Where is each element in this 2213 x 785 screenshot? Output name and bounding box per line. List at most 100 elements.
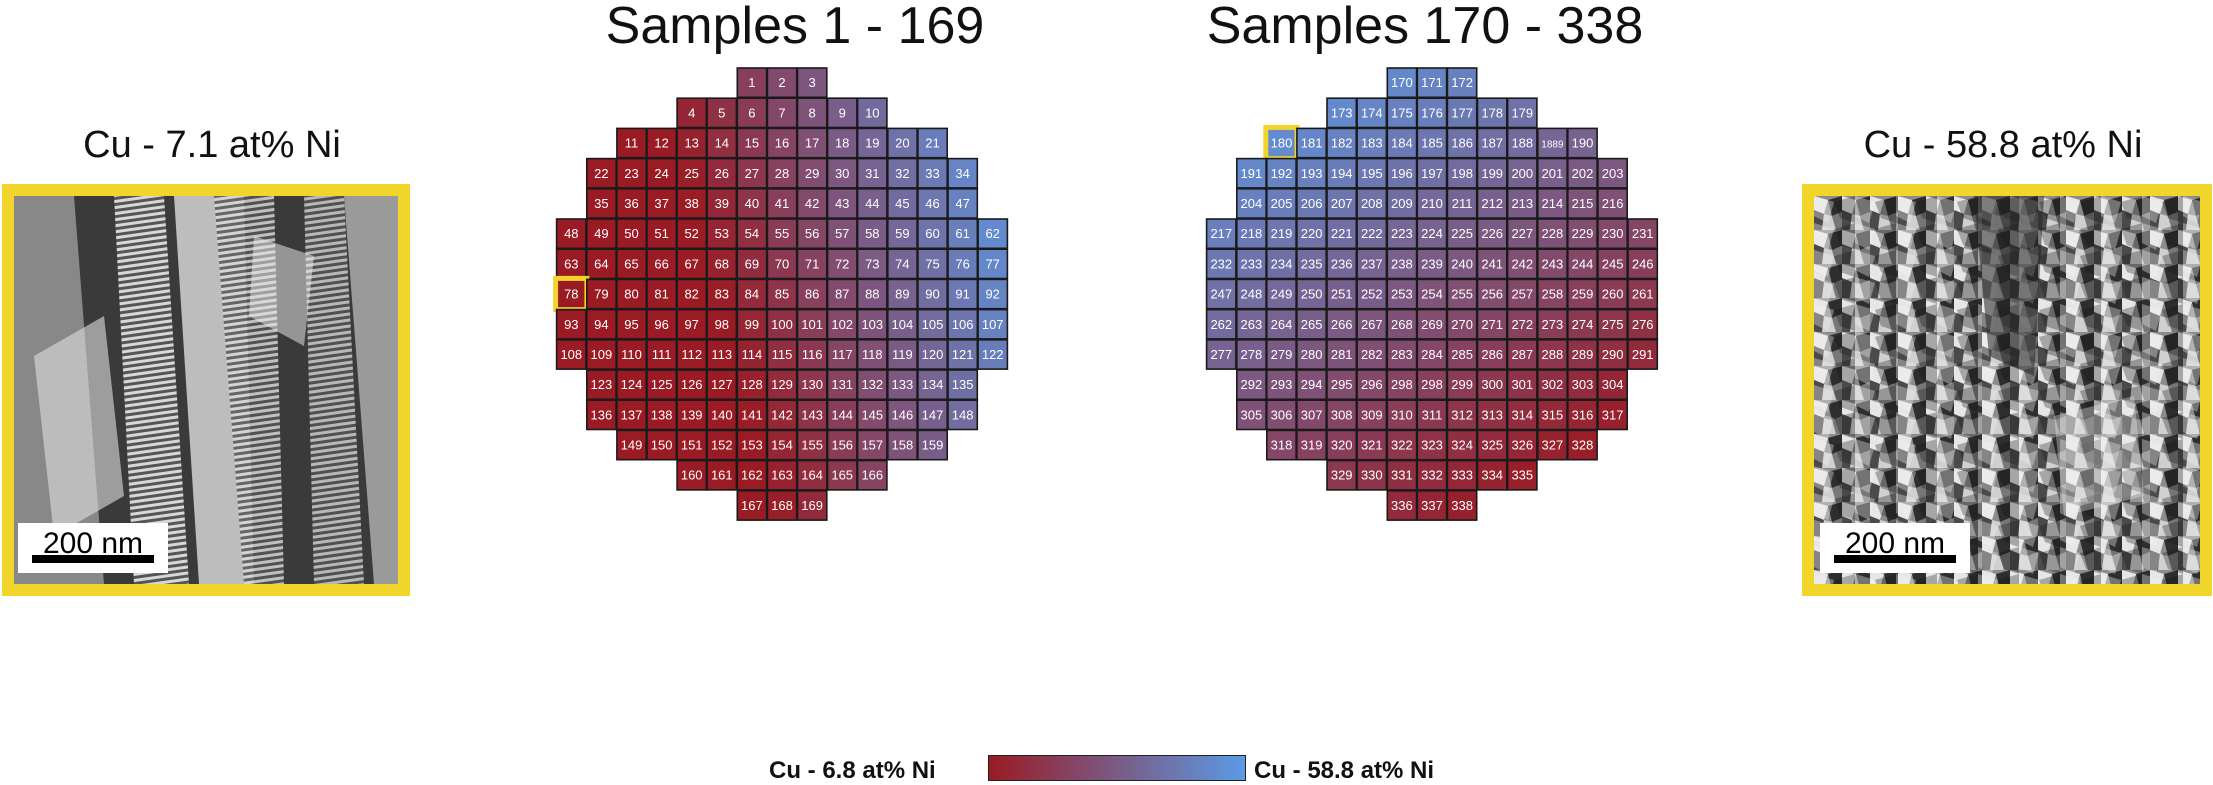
sample-square [977, 308, 1009, 340]
sample-square [1597, 399, 1629, 431]
sample-number: 251 [1331, 287, 1353, 302]
sample-square [1386, 308, 1418, 340]
sample-number: 57 [835, 226, 849, 241]
left-sample-cell: 24 [646, 157, 678, 189]
sample-number: 103 [861, 317, 883, 332]
sample-square [1356, 127, 1388, 159]
sample-number: 324 [1451, 438, 1473, 453]
sample-square [1416, 127, 1448, 159]
sample-square [766, 399, 798, 431]
right-sample-cell: 338 [1446, 489, 1478, 521]
right-sample-cell: 234 [1266, 248, 1297, 280]
right-sample-cell: 279 [1266, 338, 1297, 370]
left-sample-cell: 103 [856, 308, 888, 340]
sample-number: 226 [1481, 226, 1503, 241]
sample-number: 97 [684, 317, 698, 332]
right-sample-cell: 291 [1627, 338, 1659, 370]
sample-square [646, 248, 678, 280]
sample-number: 291 [1632, 347, 1654, 362]
right-sample-cell: 204 [1236, 188, 1267, 219]
left-image-title: Cu - 7.1 at% Ni [83, 124, 341, 166]
left-sample-cell: 72 [826, 248, 858, 280]
sample-square [646, 218, 678, 250]
sample-number: 332 [1421, 468, 1443, 483]
left-sample-cell: 130 [796, 369, 828, 401]
sample-number: 139 [681, 407, 703, 422]
right-sample-cell: 208 [1356, 188, 1388, 219]
sample-number: 148 [952, 407, 974, 422]
sample-number: 218 [1241, 226, 1263, 241]
left-sample-cell: 142 [766, 399, 798, 431]
right-sample-cell: 242 [1506, 248, 1538, 280]
right-sample-cell: 218 [1236, 218, 1267, 250]
left-sample-cell: 33 [917, 157, 949, 189]
left-sample-cell: 48 [555, 218, 587, 250]
right-sample-cell: 329 [1326, 459, 1358, 491]
right-sample-cell: 197 [1416, 157, 1448, 189]
sample-number: 115 [772, 347, 793, 362]
sample-square [585, 399, 617, 431]
left-sample-cell: 6 [736, 97, 768, 129]
sample-number: 254 [1421, 287, 1443, 302]
right-sample-cell: 194 [1326, 157, 1358, 189]
left-sample-cell: 32 [886, 157, 918, 189]
left-sample-cell: 140 [706, 399, 738, 431]
sample-square [1386, 459, 1418, 491]
sample-number: 211 [1452, 196, 1473, 211]
sample-square [1506, 188, 1538, 219]
right-sample-cell: 247 [1205, 278, 1237, 310]
right-sample-cell: 193 [1296, 157, 1328, 189]
sample-square [616, 308, 648, 340]
sample-square [736, 157, 768, 189]
sample-number: 44 [865, 196, 879, 211]
sample-square [706, 218, 738, 250]
sample-number: 244 [1572, 256, 1594, 271]
right-sample-cell: 295 [1326, 369, 1358, 401]
legend-colorbar [988, 755, 1246, 781]
sample-square [947, 248, 979, 280]
sample-number: 262 [1210, 317, 1232, 332]
left-sample-cell: 7 [766, 97, 798, 129]
sample-number: 70 [775, 256, 789, 271]
left-sample-cell: 147 [917, 399, 949, 431]
left-sample-cell: 10 [856, 97, 888, 129]
sample-number: 19 [865, 136, 879, 151]
sample-number: 128 [741, 377, 763, 392]
left-sample-cell: 47 [947, 188, 979, 219]
right-sample-cell: 227 [1506, 218, 1538, 250]
sample-number: 221 [1331, 226, 1353, 241]
sample-square [796, 127, 828, 159]
sample-square [766, 67, 798, 99]
left-sample-cell: 162 [736, 459, 768, 491]
right-sample-cell: 259 [1567, 278, 1598, 310]
left-sample-cell: 100 [766, 308, 798, 340]
sample-square [1326, 278, 1358, 310]
sample-number: 290 [1602, 347, 1624, 362]
right-sample-cell: 266 [1326, 308, 1358, 340]
sample-number: 241 [1481, 256, 1503, 271]
sample-number: 26 [715, 166, 729, 181]
sample-number: 127 [711, 377, 733, 392]
left-sample-cell: 19 [856, 127, 888, 159]
left-sample-cell: 71 [796, 248, 828, 280]
sample-square [1627, 278, 1659, 310]
sample-square [826, 399, 858, 431]
sample-square [1356, 248, 1388, 280]
left-sample-cell: 11 [616, 127, 648, 159]
sample-square [796, 459, 828, 491]
sample-number: 71 [805, 256, 819, 271]
sample-number: 228 [1542, 226, 1564, 241]
sample-square [766, 157, 798, 189]
right-sample-cell: 321 [1356, 429, 1388, 461]
left-sample-cell: 69 [736, 248, 768, 280]
sample-square [1326, 308, 1358, 340]
sample-number: 65 [624, 256, 638, 271]
right-sample-cell: 318 [1266, 429, 1297, 461]
right-sample-cell: 285 [1446, 338, 1478, 370]
right-sample-cell: 303 [1567, 369, 1598, 401]
right-sample-cell: 200 [1506, 157, 1538, 189]
sample-square [1627, 308, 1659, 340]
right-sample-cell: 173 [1326, 97, 1358, 129]
sample-number: 256 [1481, 287, 1503, 302]
right-sample-cell: 312 [1446, 399, 1478, 431]
